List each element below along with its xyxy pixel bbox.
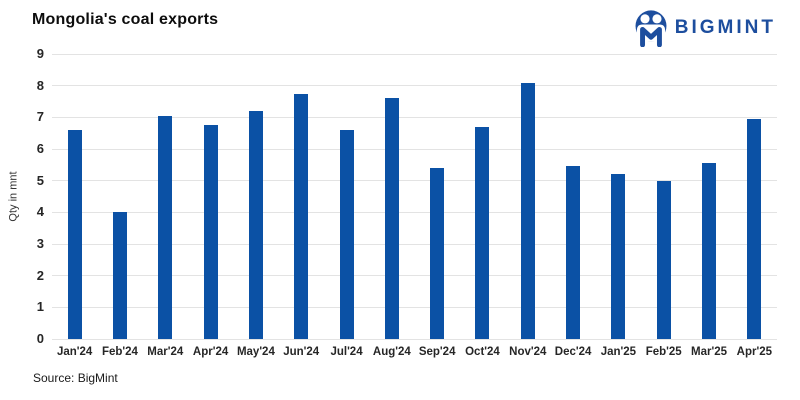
bar-Apr'25 bbox=[747, 118, 762, 339]
x-tick-label: Mar'25 bbox=[691, 346, 728, 358]
source-note: Source: BigMint bbox=[33, 371, 118, 385]
x-tick-label: Oct'24 bbox=[465, 346, 500, 358]
x-tick-label: Jan'24 bbox=[56, 346, 93, 358]
gridline bbox=[52, 306, 777, 308]
y-tick-label: 1 bbox=[36, 299, 44, 315]
bar-Jul'24 bbox=[339, 130, 354, 339]
bar-Oct'24 bbox=[475, 126, 490, 339]
bigmint-people-m-icon bbox=[634, 9, 668, 48]
y-tick-label: 2 bbox=[36, 267, 44, 283]
x-tick-label: Nov'24 bbox=[509, 346, 547, 358]
x-tick-label: May'24 bbox=[236, 346, 275, 358]
y-tick-label: 3 bbox=[36, 236, 44, 251]
x-tick-label: Apr'24 bbox=[192, 346, 229, 358]
x-tick-label: Sep'24 bbox=[418, 346, 456, 358]
bar-Dec'24 bbox=[566, 166, 581, 339]
gridline bbox=[52, 116, 777, 118]
y-tick-label: 0 bbox=[36, 331, 44, 346]
gridline bbox=[52, 275, 777, 277]
plot-area bbox=[52, 53, 777, 340]
x-tick-label: Jun'24 bbox=[283, 346, 320, 358]
y-tick-label: 4 bbox=[36, 204, 44, 220]
bar-Aug'24 bbox=[384, 98, 399, 339]
y-tick-label: 7 bbox=[36, 109, 44, 125]
x-tick-label: Feb'24 bbox=[101, 346, 138, 358]
y-tick-label: 9 bbox=[36, 46, 44, 61]
gridline bbox=[52, 243, 777, 245]
bar-Feb'24 bbox=[112, 212, 127, 339]
bar-Sep'24 bbox=[430, 168, 445, 339]
x-tick-label: Jan'25 bbox=[600, 346, 637, 358]
bar-Nov'24 bbox=[520, 82, 535, 339]
y-tick-label: 6 bbox=[36, 141, 44, 156]
bar-Mar'24 bbox=[158, 115, 173, 339]
bar-Apr'24 bbox=[203, 125, 218, 339]
x-tick-label: Feb'25 bbox=[645, 346, 682, 358]
bar-Jun'24 bbox=[294, 93, 309, 339]
chart-title: Mongolia's coal exports bbox=[32, 11, 219, 28]
gridline bbox=[52, 53, 777, 55]
x-tick-label: Apr'25 bbox=[736, 346, 773, 358]
gridline bbox=[52, 338, 777, 340]
y-axis-title: Qty in mnt bbox=[7, 171, 20, 222]
bar-May'24 bbox=[248, 111, 263, 339]
bar-Mar'25 bbox=[702, 163, 717, 339]
bar-Feb'25 bbox=[656, 180, 671, 339]
gridline bbox=[52, 180, 777, 182]
gridline bbox=[52, 85, 777, 87]
gridline bbox=[52, 211, 777, 213]
bar-Jan'24 bbox=[67, 130, 82, 339]
x-tick-label: Dec'24 bbox=[554, 346, 592, 358]
y-tick-label: 5 bbox=[36, 172, 44, 188]
bar-Jan'25 bbox=[611, 174, 626, 339]
x-tick-label: Jul'24 bbox=[330, 346, 363, 358]
bigmint-logo: BIGMINT bbox=[634, 9, 776, 48]
y-tick-label: 8 bbox=[36, 77, 44, 93]
gridline bbox=[52, 148, 777, 150]
bigmint-brand-text: BIGMINT bbox=[674, 17, 776, 38]
x-tick-label: Mar'24 bbox=[147, 346, 184, 358]
x-tick-label: Aug'24 bbox=[372, 346, 411, 358]
